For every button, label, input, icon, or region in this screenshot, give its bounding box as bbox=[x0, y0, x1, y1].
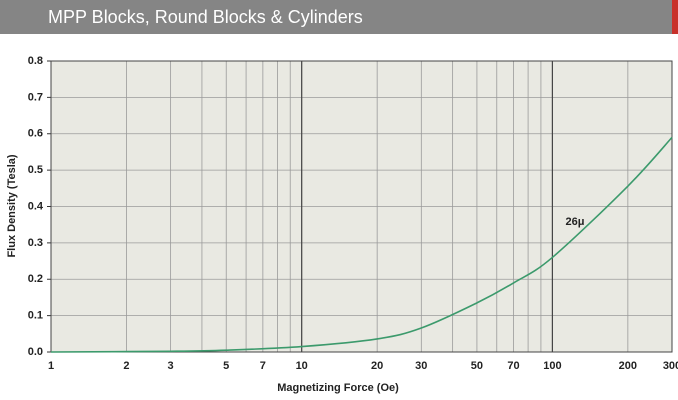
x-tick-label: 10 bbox=[296, 360, 308, 372]
x-tick-label: 100 bbox=[543, 360, 561, 372]
x-tick-label: 70 bbox=[507, 360, 519, 372]
series-label: 26μ bbox=[566, 216, 585, 228]
x-tick-label: 200 bbox=[619, 360, 637, 372]
header-bar: MPP Blocks, Round Blocks & Cylinders bbox=[0, 0, 678, 34]
y-tick-label: 0.7 bbox=[28, 91, 43, 103]
y-tick-label: 0.3 bbox=[28, 237, 43, 249]
x-tick-label: 50 bbox=[471, 360, 483, 372]
y-tick-label: 0.5 bbox=[28, 164, 43, 176]
y-tick-label: 0.2 bbox=[28, 273, 43, 285]
header-title: MPP Blocks, Round Blocks & Cylinders bbox=[48, 7, 363, 27]
x-tick-label: 1 bbox=[48, 360, 54, 372]
x-tick-label: 3 bbox=[168, 360, 174, 372]
series-line bbox=[50, 136, 673, 353]
y-tick-label: 0.1 bbox=[28, 310, 43, 322]
plot-border bbox=[50, 60, 673, 353]
x-tick-label: 5 bbox=[223, 360, 229, 372]
y-tick-label: 0.4 bbox=[28, 200, 44, 212]
y-tick-label: 0.0 bbox=[28, 346, 43, 358]
x-tick-label: 2 bbox=[123, 360, 129, 372]
y-tick-label: 0.8 bbox=[28, 55, 43, 67]
x-tick-label: 7 bbox=[260, 360, 266, 372]
x-tick-label: 300 bbox=[663, 360, 678, 372]
y-tick-label: 0.6 bbox=[28, 128, 43, 140]
x-axis-label: Magnetizing Force (Oe) bbox=[277, 382, 399, 394]
x-tick-label: 20 bbox=[371, 360, 383, 372]
x-tick-label: 30 bbox=[415, 360, 427, 372]
y-axis-label: Flux Density (Tesla) bbox=[6, 154, 18, 257]
